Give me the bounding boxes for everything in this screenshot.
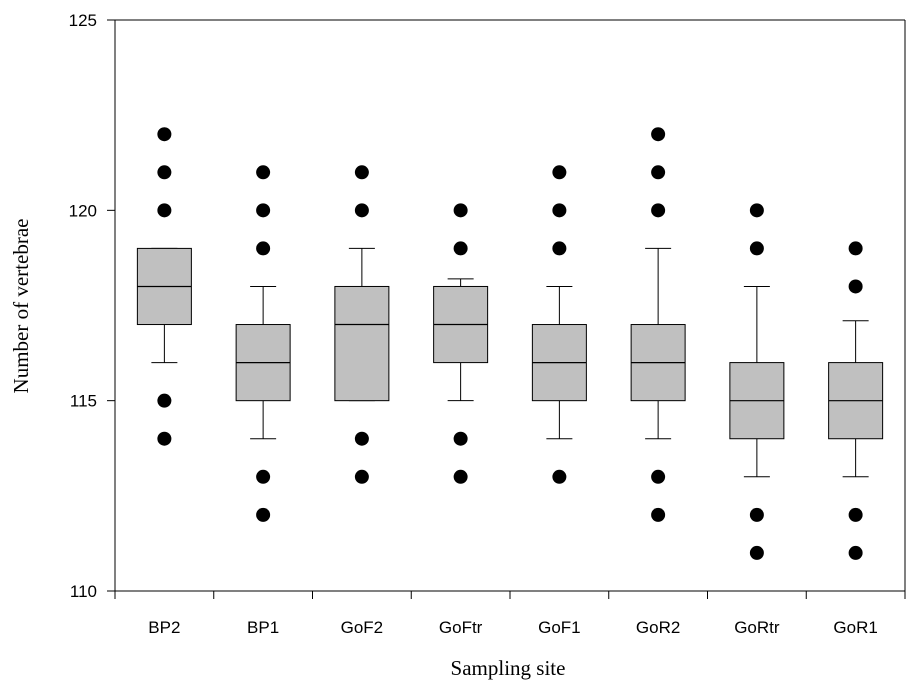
iqr-box [334,285,390,402]
x-axis-title: Sampling site [451,656,566,680]
box-gof1 [531,165,587,484]
outlier-point [651,127,666,142]
outlier-point [848,507,863,522]
outlier-point [256,507,271,522]
outlier-point [749,241,764,256]
outlier-point [256,469,271,484]
outlier-point [651,165,666,180]
outlier-point [354,203,369,218]
outlier-point [848,241,863,256]
x-tick-label: BP1 [247,618,279,637]
outlier-point [256,203,271,218]
box-series [136,127,884,560]
outlier-point [848,545,863,560]
y-tick-label: 115 [70,392,97,411]
outlier-point [848,279,863,294]
outlier-point [157,165,172,180]
y-axis: 110 115 120 125 [69,11,115,601]
outlier-point [256,165,271,180]
outlier-point [157,127,172,142]
outlier-point [256,241,271,256]
outlier-point [749,507,764,522]
outlier-point [354,165,369,180]
x-tick-label: GoFtr [439,618,483,637]
plot-area [114,19,906,592]
box-gortr [729,203,785,560]
x-tick-label: GoF2 [341,618,384,637]
box-gof2 [334,165,390,484]
outlier-point [651,203,666,218]
outlier-point [749,545,764,560]
outlier-point [354,469,369,484]
outlier-point [157,203,172,218]
outlier-point [552,469,567,484]
outlier-point [453,203,468,218]
x-axis: BP2 BP1 GoF2 GoFtr GoF1 GoR2 GoRtr GoR1 [114,591,906,637]
box-goftr [433,203,489,484]
outlier-point [453,469,468,484]
y-tick-label: 110 [70,582,97,601]
box-gor1 [828,241,884,560]
outlier-point [651,507,666,522]
x-tick-label: GoRtr [734,618,780,637]
outlier-point [354,431,369,446]
outlier-point [453,431,468,446]
x-tick-label: GoF1 [538,618,581,637]
x-tick-label: BP2 [148,618,180,637]
outlier-point [157,431,172,446]
outlier-point [651,469,666,484]
box-bp2 [136,127,192,446]
x-tick-label: GoR1 [833,618,877,637]
box-bp1 [235,165,291,522]
outlier-point [749,203,764,218]
y-tick-label: 120 [69,201,97,220]
outlier-point [552,165,567,180]
box-gor2 [630,127,686,522]
outlier-point [552,203,567,218]
outlier-point [552,241,567,256]
y-tick-label: 125 [69,11,97,30]
outlier-point [157,393,172,408]
x-tick-label: GoR2 [636,618,680,637]
outlier-point [453,241,468,256]
y-axis-title: Number of vertebrae [9,219,33,394]
